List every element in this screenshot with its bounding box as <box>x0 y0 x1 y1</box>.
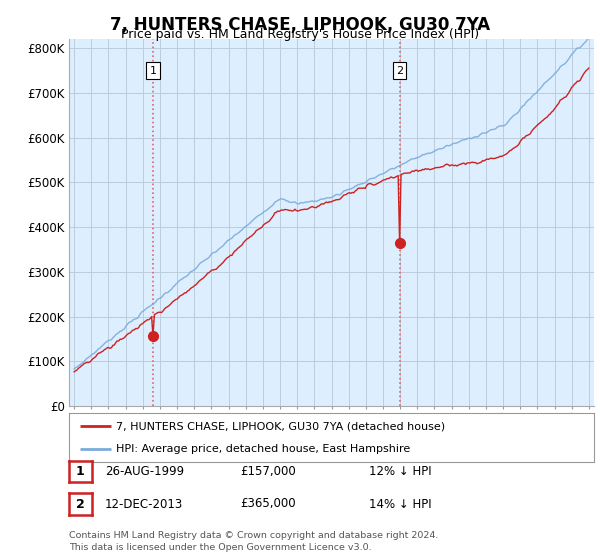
Text: 1: 1 <box>76 465 85 478</box>
Text: HPI: Average price, detached house, East Hampshire: HPI: Average price, detached house, East… <box>116 444 410 454</box>
Text: 14% ↓ HPI: 14% ↓ HPI <box>369 497 431 511</box>
Text: Price paid vs. HM Land Registry's House Price Index (HPI): Price paid vs. HM Land Registry's House … <box>121 28 479 41</box>
Text: £157,000: £157,000 <box>240 465 296 478</box>
Text: 7, HUNTERS CHASE, LIPHOOK, GU30 7YA: 7, HUNTERS CHASE, LIPHOOK, GU30 7YA <box>110 16 490 34</box>
Text: £365,000: £365,000 <box>240 497 296 511</box>
Text: 2: 2 <box>396 66 403 76</box>
Text: 2: 2 <box>76 497 85 511</box>
Text: 12% ↓ HPI: 12% ↓ HPI <box>369 465 431 478</box>
Text: 1: 1 <box>149 66 157 76</box>
Text: Contains HM Land Registry data © Crown copyright and database right 2024.
This d: Contains HM Land Registry data © Crown c… <box>69 531 439 552</box>
Text: 26-AUG-1999: 26-AUG-1999 <box>105 465 184 478</box>
Text: 7, HUNTERS CHASE, LIPHOOK, GU30 7YA (detached house): 7, HUNTERS CHASE, LIPHOOK, GU30 7YA (det… <box>116 421 445 431</box>
Text: 12-DEC-2013: 12-DEC-2013 <box>105 497 183 511</box>
